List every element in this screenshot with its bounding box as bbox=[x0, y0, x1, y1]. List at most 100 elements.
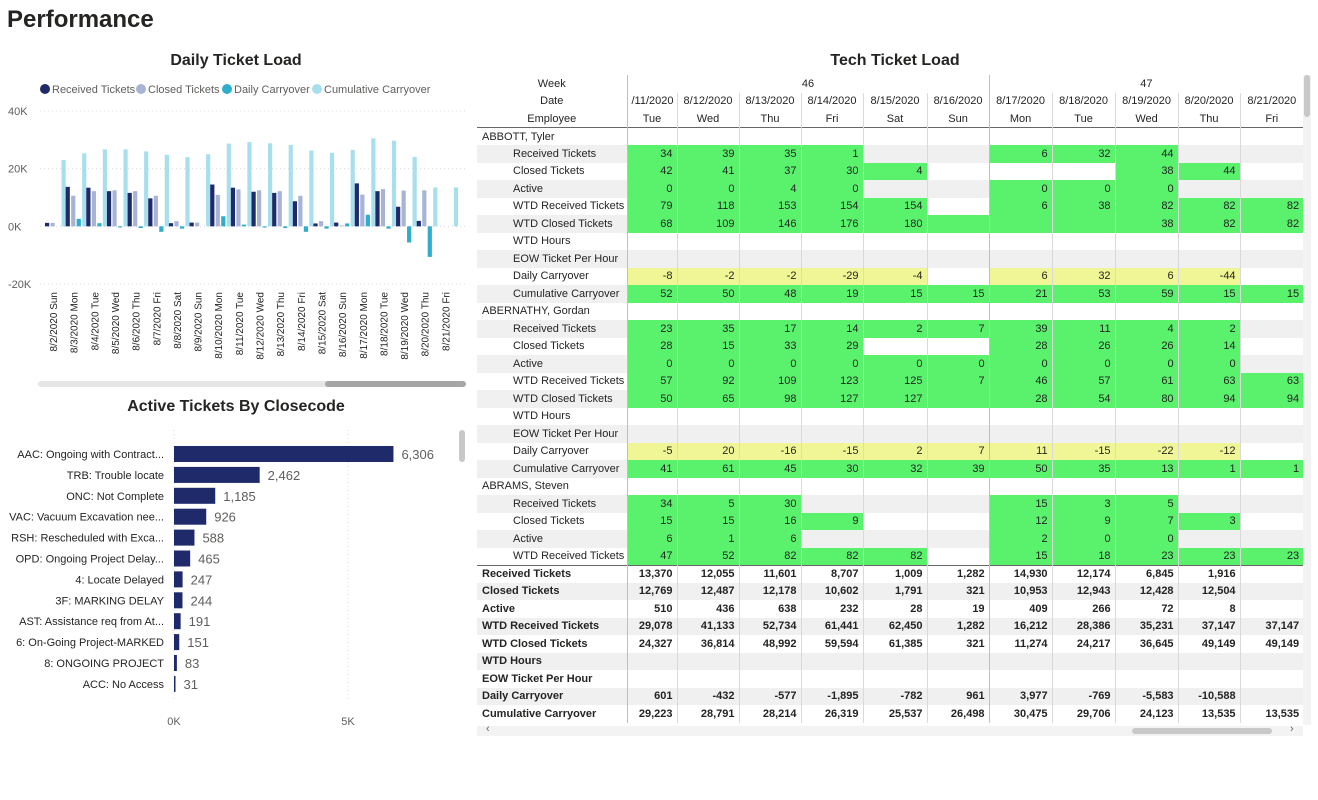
total-row[interactable]: EOW Ticket Per Hour bbox=[477, 670, 1303, 688]
metric-row[interactable]: Received Tickets 23 35 17 14 2 7 39 11 4 2 bbox=[477, 320, 1303, 338]
total-cell: 24,217 bbox=[1051, 635, 1116, 653]
employee-row[interactable]: ABBOTT, Tyler bbox=[477, 127, 1303, 145]
total-row[interactable]: Cumulative Carryover 29,223 28,791 28,214 26… bbox=[477, 705, 1303, 723]
metric-row[interactable]: Received Tickets 34 5 30 15 3 5 bbox=[477, 495, 1303, 513]
bar bbox=[174, 655, 177, 671]
total-cell: 13,535 bbox=[1177, 705, 1241, 723]
metric-row[interactable]: Active 6 1 6 2 0 0 bbox=[477, 530, 1303, 548]
total-cell bbox=[1177, 652, 1241, 670]
metric-row[interactable]: Received Tickets 34 39 35 1 6 32 44 bbox=[477, 145, 1303, 163]
matrix-cell bbox=[1239, 162, 1303, 180]
total-cell bbox=[626, 652, 677, 670]
chart-horizontal-scrollbar[interactable] bbox=[38, 381, 466, 387]
metric-row[interactable]: Daily Carryover -8 -2 -2 -29 -4 6 32 6 -44 bbox=[477, 267, 1303, 285]
metric-row[interactable]: WTD Hours bbox=[477, 232, 1303, 250]
metric-row[interactable]: WTD Received Tickets 57 92 109 123 125 7 46 57 61… bbox=[477, 372, 1303, 390]
metric-row[interactable]: Cumulative Carryover 41 61 45 30 32 39 50 35 13 1 1 bbox=[477, 460, 1303, 478]
scroll-left-icon[interactable]: ‹ bbox=[486, 723, 490, 735]
daily-ticket-load-chart[interactable]: Received Tickets Closed Tickets Daily Carr… bbox=[0, 74, 470, 384]
day-header: Sat bbox=[862, 110, 927, 128]
employee-row[interactable]: ABERNATHY, Gordan bbox=[477, 302, 1303, 320]
total-cell bbox=[626, 670, 677, 688]
metric-row[interactable]: Closed Tickets 42 41 37 30 4 38 44 bbox=[477, 162, 1303, 180]
legend-marker bbox=[312, 84, 322, 94]
matrix-cell: 28 bbox=[626, 337, 677, 355]
metric-row[interactable]: Daily Carryover -5 20 -16 -15 2 7 11 -15 -22 -12 bbox=[477, 442, 1303, 460]
matrix-vertical-scrollbar[interactable] bbox=[1303, 75, 1311, 725]
bar-closed-tickets bbox=[277, 191, 282, 227]
total-row[interactable]: Active 510 436 638 232 28 19 409 266 72 8 bbox=[477, 600, 1303, 618]
matrix-cell: 7 bbox=[926, 320, 990, 338]
total-cell bbox=[862, 670, 927, 688]
matrix-cell: 21 bbox=[988, 285, 1053, 303]
matrix-cell bbox=[926, 547, 990, 565]
metric-row[interactable]: WTD Received Tickets 79 118 153 154 154 6 38 82 8… bbox=[477, 197, 1303, 215]
metric-row[interactable]: WTD Closed Tickets 68 109 146 176 180 38 82 82 bbox=[477, 215, 1303, 233]
scrollbar-thumb[interactable] bbox=[1304, 75, 1310, 117]
total-cell: 37,147 bbox=[1177, 617, 1241, 635]
matrix-cell: 0 bbox=[1114, 180, 1179, 198]
metric-row[interactable]: Cumulative Carryover 52 50 48 19 15 15 21 53 59 15… bbox=[477, 285, 1303, 303]
x-tick-label: 8/18/2020 Tue bbox=[379, 292, 390, 356]
matrix-cell bbox=[1239, 145, 1303, 163]
matrix-cell bbox=[676, 477, 739, 495]
matrix-cell bbox=[800, 407, 863, 425]
matrix-cell: 118 bbox=[676, 197, 739, 215]
matrix-cell: 50 bbox=[626, 390, 677, 408]
total-cell: 961 bbox=[926, 687, 990, 705]
metric-row[interactable]: EOW Ticket Per Hour bbox=[477, 425, 1303, 443]
total-row[interactable]: Closed Tickets 12,769 12,487 12,178 10,602 1,… bbox=[477, 582, 1303, 600]
tech-ticket-load-matrix[interactable]: Week 46 47 Date/11/2020 8/12/2020 8/13/2020 8/… bbox=[477, 75, 1303, 725]
matrix-cell bbox=[1051, 215, 1116, 233]
matrix-cell bbox=[626, 232, 677, 250]
day-header: Wed bbox=[1114, 110, 1179, 128]
scroll-right-icon[interactable]: › bbox=[1290, 723, 1294, 735]
total-cell bbox=[1239, 564, 1303, 583]
metric-row[interactable]: WTD Closed Tickets 50 65 98 127 127 28 54 80 94 94 bbox=[477, 390, 1303, 408]
metric-row[interactable]: WTD Received Tickets 47 52 82 82 82 15 18 23 23 23 bbox=[477, 547, 1303, 565]
total-row[interactable]: WTD Received Tickets 29,078 41,133 52,734 61… bbox=[477, 617, 1303, 635]
category-label: AST: Assistance req from At... bbox=[19, 616, 164, 628]
active-tickets-chart[interactable]: 0K 5K AAC: Ongoing with Contract... 6,306 TR… bbox=[0, 420, 470, 735]
matrix-cell: -8 bbox=[626, 267, 677, 285]
metric-row[interactable]: EOW Ticket Per Hour bbox=[477, 250, 1303, 268]
matrix-cell bbox=[626, 127, 677, 145]
total-row[interactable]: Daily Carryover 601 -432 -577 -1,895 -782 961 3… bbox=[477, 687, 1303, 705]
scrollbar-thumb[interactable] bbox=[325, 381, 466, 387]
employee-row[interactable]: ABRAMS, Steven bbox=[477, 477, 1303, 495]
scrollbar-thumb[interactable] bbox=[1132, 728, 1272, 734]
total-cell: 49,149 bbox=[1177, 635, 1241, 653]
chart-vertical-scrollbar[interactable] bbox=[459, 430, 465, 462]
matrix-cell: 14 bbox=[800, 320, 863, 338]
matrix-cell bbox=[626, 407, 677, 425]
page-title: Performance bbox=[7, 6, 154, 33]
metric-row[interactable]: Closed Tickets 28 15 33 29 28 26 26 14 bbox=[477, 337, 1303, 355]
matrix-cell: -15 bbox=[800, 442, 863, 460]
employee-name: ABERNATHY, Gordan bbox=[482, 305, 590, 318]
matrix-cell: 15 bbox=[1239, 285, 1303, 303]
matrix-cell: 6 bbox=[988, 267, 1053, 285]
matrix-cell bbox=[926, 337, 990, 355]
total-row[interactable]: WTD Closed Tickets 24,327 36,814 48,992 59,5… bbox=[477, 635, 1303, 653]
metric-row[interactable]: Active 0 0 0 0 0 0 0 0 0 0 bbox=[477, 355, 1303, 373]
total-cell bbox=[738, 652, 801, 670]
y-tick-label: -20K bbox=[8, 279, 32, 291]
metric-row[interactable]: Active 0 0 4 0 0 0 0 bbox=[477, 180, 1303, 198]
matrix-cell: -15 bbox=[1051, 442, 1116, 460]
matrix-cell bbox=[988, 215, 1053, 233]
metric-label: Cumulative Carryover bbox=[477, 460, 627, 478]
date-header: 8/21/2020 bbox=[1239, 92, 1303, 110]
total-row[interactable]: Received Tickets 13,370 12,055 11,601 8,707 1… bbox=[477, 564, 1303, 583]
total-cell: 62,450 bbox=[862, 617, 927, 635]
total-cell: 232 bbox=[800, 600, 863, 618]
total-cell: 26,319 bbox=[800, 705, 863, 723]
matrix-cell: 0 bbox=[626, 180, 677, 198]
metric-row[interactable]: Closed Tickets 15 15 16 9 12 9 7 3 bbox=[477, 512, 1303, 530]
matrix-cell bbox=[1114, 127, 1179, 145]
metric-row[interactable]: WTD Hours bbox=[477, 407, 1303, 425]
matrix-cell: 80 bbox=[1114, 390, 1179, 408]
metric-label: Received Tickets bbox=[477, 320, 627, 338]
matrix-cell bbox=[1239, 302, 1303, 320]
total-row[interactable]: WTD Hours bbox=[477, 652, 1303, 670]
matrix-horizontal-scrollbar[interactable] bbox=[477, 726, 1303, 736]
